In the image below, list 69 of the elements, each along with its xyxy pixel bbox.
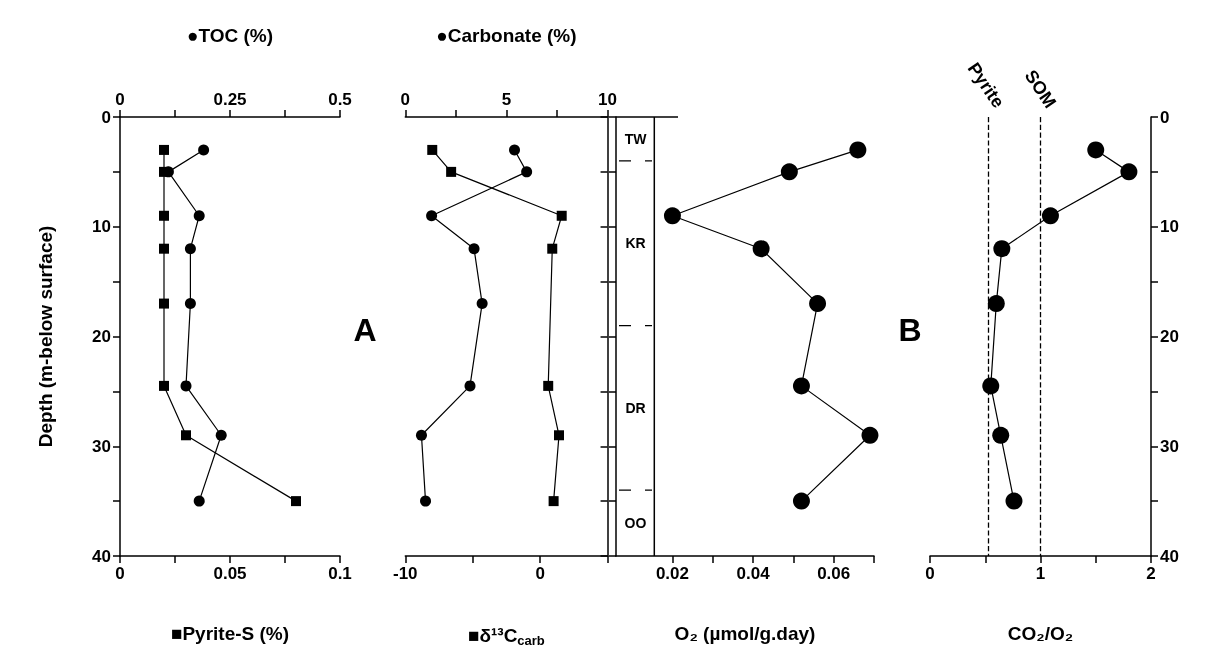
y-tick-label: 20 [1160, 327, 1179, 346]
y-tick-label: 40 [1160, 546, 1179, 566]
x2-tick-label: 0.5 [328, 90, 352, 109]
point [427, 144, 438, 155]
point [792, 492, 810, 510]
point [184, 243, 196, 255]
y-tick-label: 10 [92, 217, 111, 237]
y-tick-label: 10 [1160, 217, 1179, 237]
point [780, 163, 798, 181]
x-axis-title: ■Pyrite-S (%) [170, 623, 290, 644]
x-tick-label: 0.04 [736, 564, 771, 583]
y-tick-label: 0 [101, 107, 111, 127]
text: B [898, 312, 922, 348]
x-tick-label: 0 [535, 564, 545, 583]
x2-axis-title: ●Carbonate (%) [436, 25, 577, 46]
point [752, 240, 770, 258]
point [554, 430, 564, 441]
point [193, 495, 205, 507]
x-tick-label: 2 [1146, 564, 1156, 583]
y-tick-label: 30 [92, 436, 111, 456]
y-tick-label: 20 [92, 327, 111, 346]
point [193, 210, 205, 222]
annotation: TW [624, 131, 648, 147]
point [543, 380, 554, 391]
x-tick-label: 0.06 [817, 564, 851, 583]
y-tick-label: 0 [1160, 107, 1170, 127]
x2-tick-label: 0.25 [213, 90, 247, 109]
point [556, 210, 567, 221]
annotation: OO [624, 515, 647, 531]
y-tick-label: 30 [1160, 436, 1179, 456]
point [420, 495, 432, 507]
point [184, 298, 196, 310]
x2-tick-label: 5 [501, 90, 512, 109]
y-tick-label: 40 [92, 546, 111, 566]
x-tick-label: 0.05 [213, 564, 247, 583]
x2-tick-label: 10 [598, 90, 618, 109]
point [426, 210, 438, 222]
point [521, 166, 533, 178]
point [468, 243, 480, 255]
point [548, 496, 559, 507]
x-tick-label: 1 [1035, 564, 1046, 583]
point [215, 429, 227, 441]
x-tick-label: 0 [925, 564, 935, 583]
point [547, 243, 558, 254]
point [809, 295, 827, 313]
x2-axis-title: ●TOC (%) [186, 25, 274, 46]
x2-tick-label: 0 [115, 90, 125, 109]
x-tick-label: 0.1 [328, 564, 352, 583]
x-axis-title: O₂ (µmol/g.day) [674, 623, 816, 644]
annotation: DR [625, 400, 646, 416]
text: A [353, 312, 377, 348]
y-axis-title: Depth (m-below surface) [35, 225, 56, 448]
x-axis-title: CO₂/O₂ [1007, 623, 1074, 644]
point [861, 426, 879, 444]
point [476, 298, 488, 310]
point [792, 377, 810, 395]
x-tick-label: -10 [393, 564, 418, 583]
point [415, 429, 427, 441]
x2-tick-label: 0 [400, 90, 411, 109]
point [446, 166, 457, 177]
point [849, 141, 867, 159]
point [180, 380, 192, 392]
point [464, 380, 476, 392]
point [509, 144, 521, 156]
annotation: KR [625, 235, 646, 251]
x-tick-label: 0 [115, 564, 125, 583]
x-tick-label: 0.02 [655, 564, 689, 583]
point [663, 207, 681, 225]
point [198, 144, 210, 156]
